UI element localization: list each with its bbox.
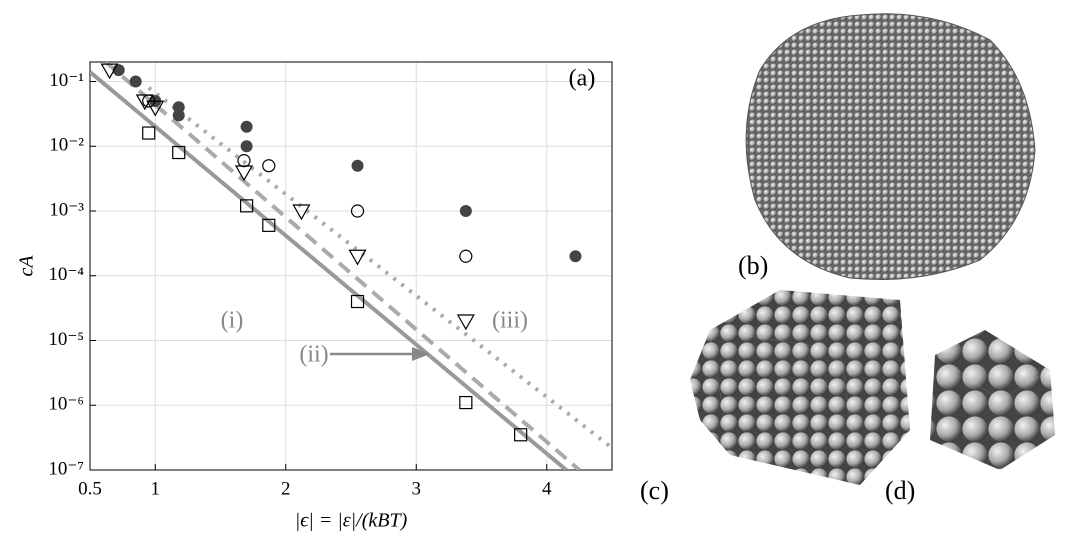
y-tick-label: 10⁻⁵ bbox=[48, 329, 84, 350]
point bbox=[240, 199, 254, 213]
point bbox=[514, 428, 528, 442]
cluster-image bbox=[745, 13, 1036, 280]
point bbox=[100, 63, 119, 80]
point bbox=[172, 145, 186, 160]
point bbox=[348, 249, 367, 266]
point bbox=[351, 159, 364, 172]
cube-image bbox=[690, 290, 910, 485]
x-tick-label: 3 bbox=[412, 478, 422, 499]
point bbox=[292, 204, 311, 221]
ann-a: (a) bbox=[569, 66, 596, 92]
point bbox=[240, 120, 253, 133]
point bbox=[234, 165, 254, 182]
point bbox=[459, 395, 473, 410]
point bbox=[262, 159, 276, 173]
fit-line bbox=[104, 62, 581, 470]
point bbox=[569, 250, 582, 263]
point bbox=[135, 94, 154, 111]
arrowhead bbox=[412, 347, 430, 361]
point bbox=[146, 100, 165, 117]
y-tick-label: 10⁻³ bbox=[49, 199, 84, 220]
x-tick-label: 0.5 bbox=[78, 478, 102, 499]
x-tick-label: 1 bbox=[151, 478, 161, 499]
plot: 10⁻⁷ 10⁻⁶ 10⁻⁵ 10⁻⁴ 10⁻³ 10⁻² 10⁻¹ 0.5 1 2 3 4 |ϵ| =… bbox=[16, 61, 613, 532]
point bbox=[459, 249, 473, 263]
point bbox=[129, 75, 142, 88]
region-label: (i) bbox=[221, 308, 244, 334]
point bbox=[262, 218, 276, 232]
x-axis-label: |ϵ| = |ε|/(kBT) bbox=[295, 510, 408, 532]
point bbox=[240, 140, 253, 153]
panel-label: (b) bbox=[738, 251, 768, 280]
region-label: (ii) bbox=[299, 342, 328, 368]
point bbox=[350, 204, 365, 218]
small-cube-image bbox=[930, 330, 1055, 470]
x-tick-label: 2 bbox=[281, 478, 291, 499]
point bbox=[459, 204, 472, 217]
plot-area bbox=[90, 62, 612, 470]
point bbox=[350, 294, 365, 309]
point bbox=[172, 109, 185, 122]
y-tick-label: 10⁻¹ bbox=[49, 70, 84, 91]
y-axis-label: cA bbox=[16, 255, 38, 277]
point bbox=[142, 126, 156, 140]
fit-line bbox=[90, 70, 568, 470]
panel-label: (c) bbox=[640, 476, 669, 505]
y-tick-label: 10⁻² bbox=[49, 135, 84, 156]
region-label: (iii) bbox=[492, 308, 528, 334]
panel-label: (d) bbox=[885, 476, 915, 505]
y-tick-label: 10⁻⁴ bbox=[48, 264, 84, 285]
y-tick-label: 10⁻⁷ bbox=[48, 458, 84, 479]
x-tick-label: 4 bbox=[542, 478, 552, 499]
y-tick-label: 10⁻⁶ bbox=[48, 394, 84, 415]
plot-frame bbox=[89, 61, 613, 471]
point bbox=[456, 314, 475, 331]
